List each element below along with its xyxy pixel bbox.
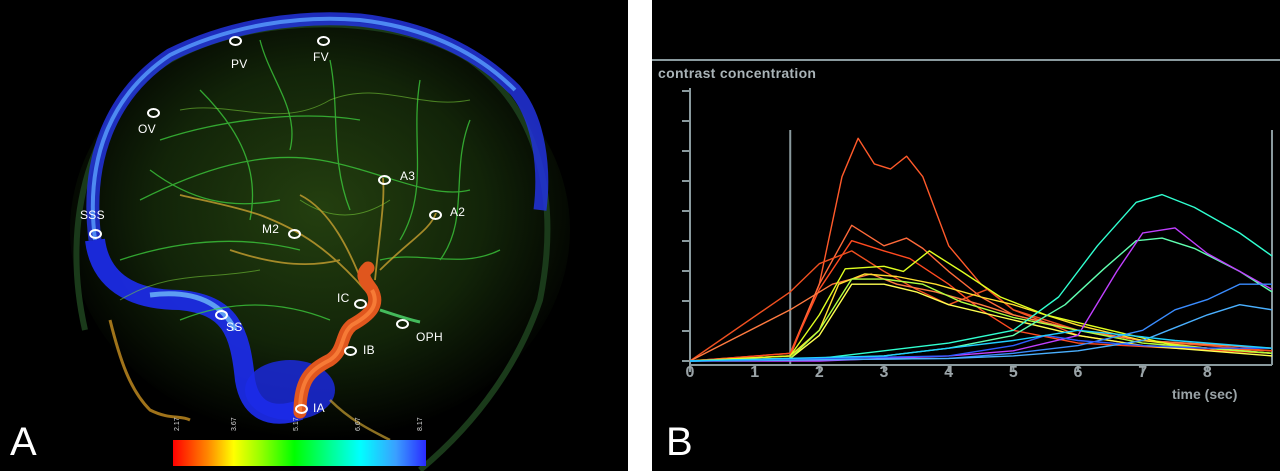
panel-letter-a: A [10,420,37,464]
colorbar-tick: 8.17 [417,417,424,431]
series-line [689,273,1273,362]
x-tick-label: 1 [750,364,760,381]
colorbar-tick: 5.17 [293,417,300,431]
series-line [689,239,1273,362]
series-line [689,283,1272,362]
series-line [689,304,1273,362]
x-tick-label: 8 [1202,364,1212,381]
x-axis-label: time (sec) [1172,386,1238,402]
series-line [689,283,1273,362]
roi-ring-icon [396,319,409,329]
roi-label: SSS [80,208,105,222]
y-axis [682,88,691,365]
series-line [690,227,1273,362]
roi-ring-icon [229,36,242,46]
panel-a-angiogram: PV FV OV A3 A2 SSS M2 IC SS OPH IB [0,0,628,471]
x-tick-label: 0 [685,364,695,381]
colorbar-tick: 2.17 [174,417,181,431]
colorbar-tick: 6.67 [355,417,362,431]
roi-ring-icon [147,108,160,118]
series-line [689,193,1273,362]
roi-ring-icon [317,36,330,46]
roi-ring-icon [288,229,301,239]
roi-label: FV [313,50,329,64]
roi-ring-icon [89,229,102,239]
y-axis-label: contrast concentration [658,65,817,81]
roi-label: IC [337,291,350,305]
roi-label: A2 [450,205,466,219]
roi-label: PV [231,57,248,71]
series-line [689,329,1273,362]
series-line [689,334,1272,362]
panel-letter-b: B [666,420,693,464]
series-line [689,250,1273,362]
roi-ring-icon [429,210,442,220]
x-tick-label: 5 [1008,364,1018,381]
roi-ring-icon [295,404,308,414]
x-axis [689,364,1272,372]
x-tick-label: 7 [1138,364,1148,381]
colorbar [173,440,426,466]
roi-ring-icon [378,175,391,185]
time-concentration-chart [652,59,1280,372]
x-tick-label: 3 [879,364,889,381]
roi-label: IA [313,401,325,415]
roi-ring-icon [215,310,228,320]
roi-label: OPH [416,330,443,344]
roi-label: IB [363,343,375,357]
roi-label: A3 [400,169,416,183]
x-tick-label: 2 [814,364,824,381]
series-line [689,278,1273,362]
roi-ring-icon [354,299,367,309]
series-lines [689,137,1273,362]
series-line [689,137,1273,362]
roi-label: OV [138,122,156,136]
colorbar-tick: 3.67 [231,417,238,431]
x-tick-label: 4 [944,364,954,381]
roi-label: SS [226,320,243,334]
vertical-markers [789,130,1273,365]
panel-b-chart: contrast concentration time (sec) 0 1 2 3 4 5… [652,0,1280,471]
x-tick-label: 6 [1073,364,1083,381]
roi-ring-icon [344,346,357,356]
roi-label: M2 [262,222,280,236]
